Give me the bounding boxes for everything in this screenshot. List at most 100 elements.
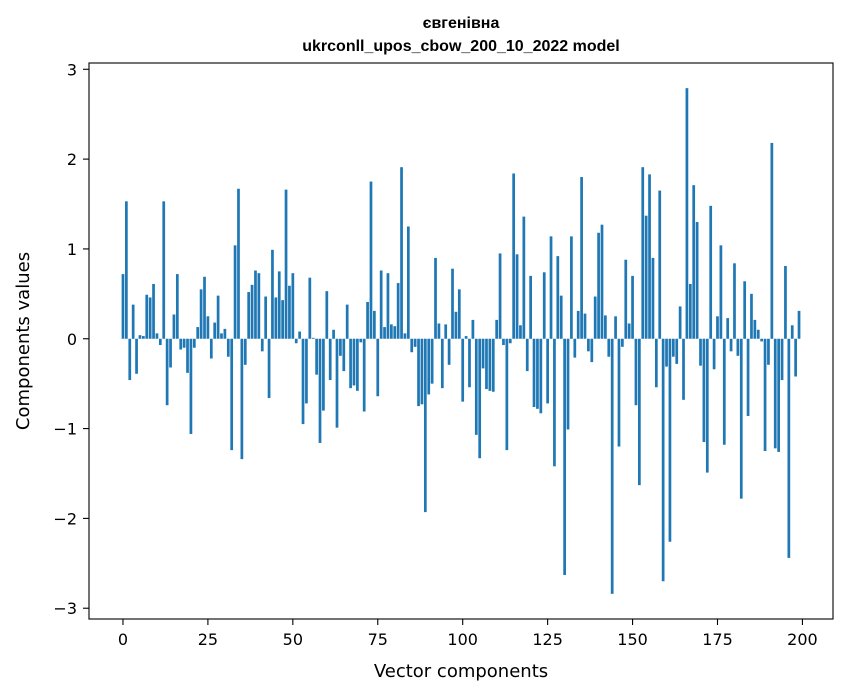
bar	[621, 338, 624, 347]
bar	[267, 338, 271, 399]
y-tick-label: 3	[67, 60, 77, 79]
bar	[661, 338, 665, 582]
bar	[315, 338, 318, 375]
bar	[604, 315, 607, 339]
bar	[403, 333, 407, 339]
bar	[767, 338, 770, 365]
x-tick-label: 75	[368, 630, 388, 649]
bar	[451, 268, 454, 339]
bar	[695, 221, 699, 339]
bar	[125, 201, 128, 339]
bar	[437, 323, 441, 339]
bar	[522, 216, 526, 339]
bar	[396, 283, 400, 339]
bar	[284, 189, 288, 339]
x-axis-label: Vector components	[374, 661, 548, 682]
bar	[410, 338, 414, 353]
bar	[590, 338, 594, 363]
bar	[705, 338, 709, 473]
bar	[356, 338, 359, 391]
bar	[145, 294, 149, 339]
bar	[784, 266, 787, 339]
bar	[756, 329, 760, 339]
bar	[580, 177, 583, 339]
x-axis: 0 25 50 75 100 125 150 175 200	[118, 619, 818, 649]
bar	[237, 188, 240, 339]
bar	[359, 338, 363, 343]
x-tick-label: 175	[702, 630, 733, 649]
bar	[250, 284, 254, 339]
x-tick-label: 150	[617, 630, 648, 649]
bar	[671, 338, 675, 357]
bar	[142, 336, 145, 339]
bar	[481, 338, 485, 369]
bar	[305, 338, 308, 404]
bar	[746, 338, 750, 416]
bar	[362, 338, 366, 412]
bar	[491, 338, 495, 392]
y-tick-label: −2	[53, 509, 77, 528]
y-tick-label: 0	[67, 330, 77, 349]
chart-subtitle: ukrconll_upos_cbow_200_10_2022 model	[302, 38, 619, 55]
bar	[186, 338, 189, 373]
bar	[563, 338, 566, 575]
bar	[298, 331, 301, 339]
y-tick-label: −1	[53, 420, 77, 439]
bar	[274, 297, 278, 339]
bar	[716, 316, 719, 339]
bar	[532, 338, 536, 408]
bar	[726, 318, 730, 339]
bar	[790, 325, 794, 339]
bar	[519, 325, 522, 339]
bar	[794, 338, 797, 377]
bar	[573, 338, 577, 358]
bar	[318, 338, 322, 443]
bar	[162, 201, 166, 339]
bar	[209, 338, 213, 359]
bar	[753, 319, 757, 339]
bar	[668, 338, 672, 542]
bar	[423, 338, 427, 513]
y-axis-label: Components values	[13, 252, 34, 430]
bar	[529, 275, 532, 339]
bar	[644, 215, 648, 339]
bar	[373, 310, 376, 339]
bar	[682, 338, 685, 400]
bar	[593, 296, 597, 339]
bar	[308, 277, 312, 339]
bar	[199, 289, 203, 339]
bar	[288, 285, 291, 339]
bar	[369, 181, 373, 339]
x-tick-label: 125	[532, 630, 563, 649]
bar	[182, 338, 186, 348]
plot-frame	[88, 62, 834, 620]
bar	[328, 338, 332, 381]
bar	[733, 263, 736, 339]
bar	[349, 338, 352, 389]
bar	[495, 319, 499, 339]
bar	[699, 338, 702, 366]
bar	[614, 316, 617, 339]
bar	[610, 338, 614, 594]
bar	[342, 338, 346, 372]
bar	[379, 270, 383, 339]
bar	[172, 314, 176, 339]
bar	[641, 167, 645, 339]
bar	[760, 338, 764, 342]
bar	[220, 333, 223, 339]
y-tick-label: 1	[67, 240, 77, 259]
bar	[189, 338, 193, 434]
bar	[213, 322, 217, 339]
bar	[736, 338, 740, 356]
bar	[332, 329, 335, 339]
bar	[485, 338, 488, 390]
bar	[780, 338, 784, 381]
bar	[247, 292, 251, 339]
bar	[587, 338, 590, 352]
x-tick-label: 200	[787, 630, 818, 649]
bar	[131, 304, 135, 339]
bar	[454, 311, 458, 339]
bar	[383, 327, 386, 339]
y-axis: −3 −2 −1 0 1 2 3	[53, 60, 89, 618]
bar	[457, 289, 461, 339]
